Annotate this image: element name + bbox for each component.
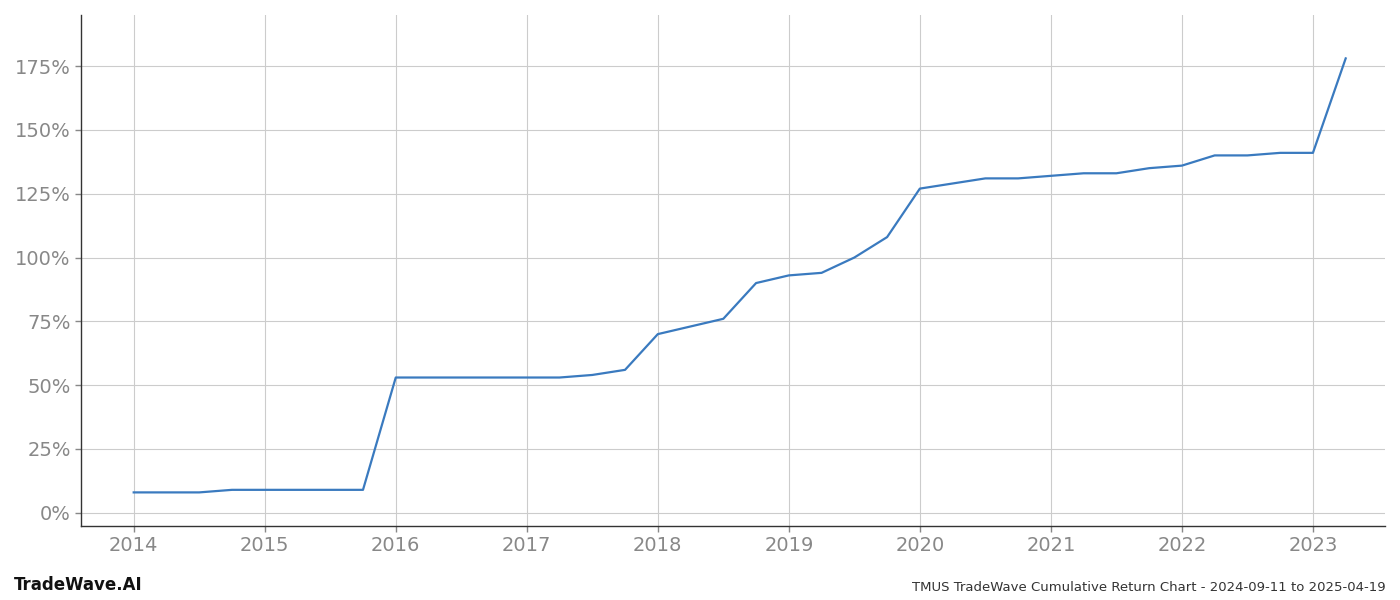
Text: TMUS TradeWave Cumulative Return Chart - 2024-09-11 to 2025-04-19: TMUS TradeWave Cumulative Return Chart -… — [913, 581, 1386, 594]
Text: TradeWave.AI: TradeWave.AI — [14, 576, 143, 594]
